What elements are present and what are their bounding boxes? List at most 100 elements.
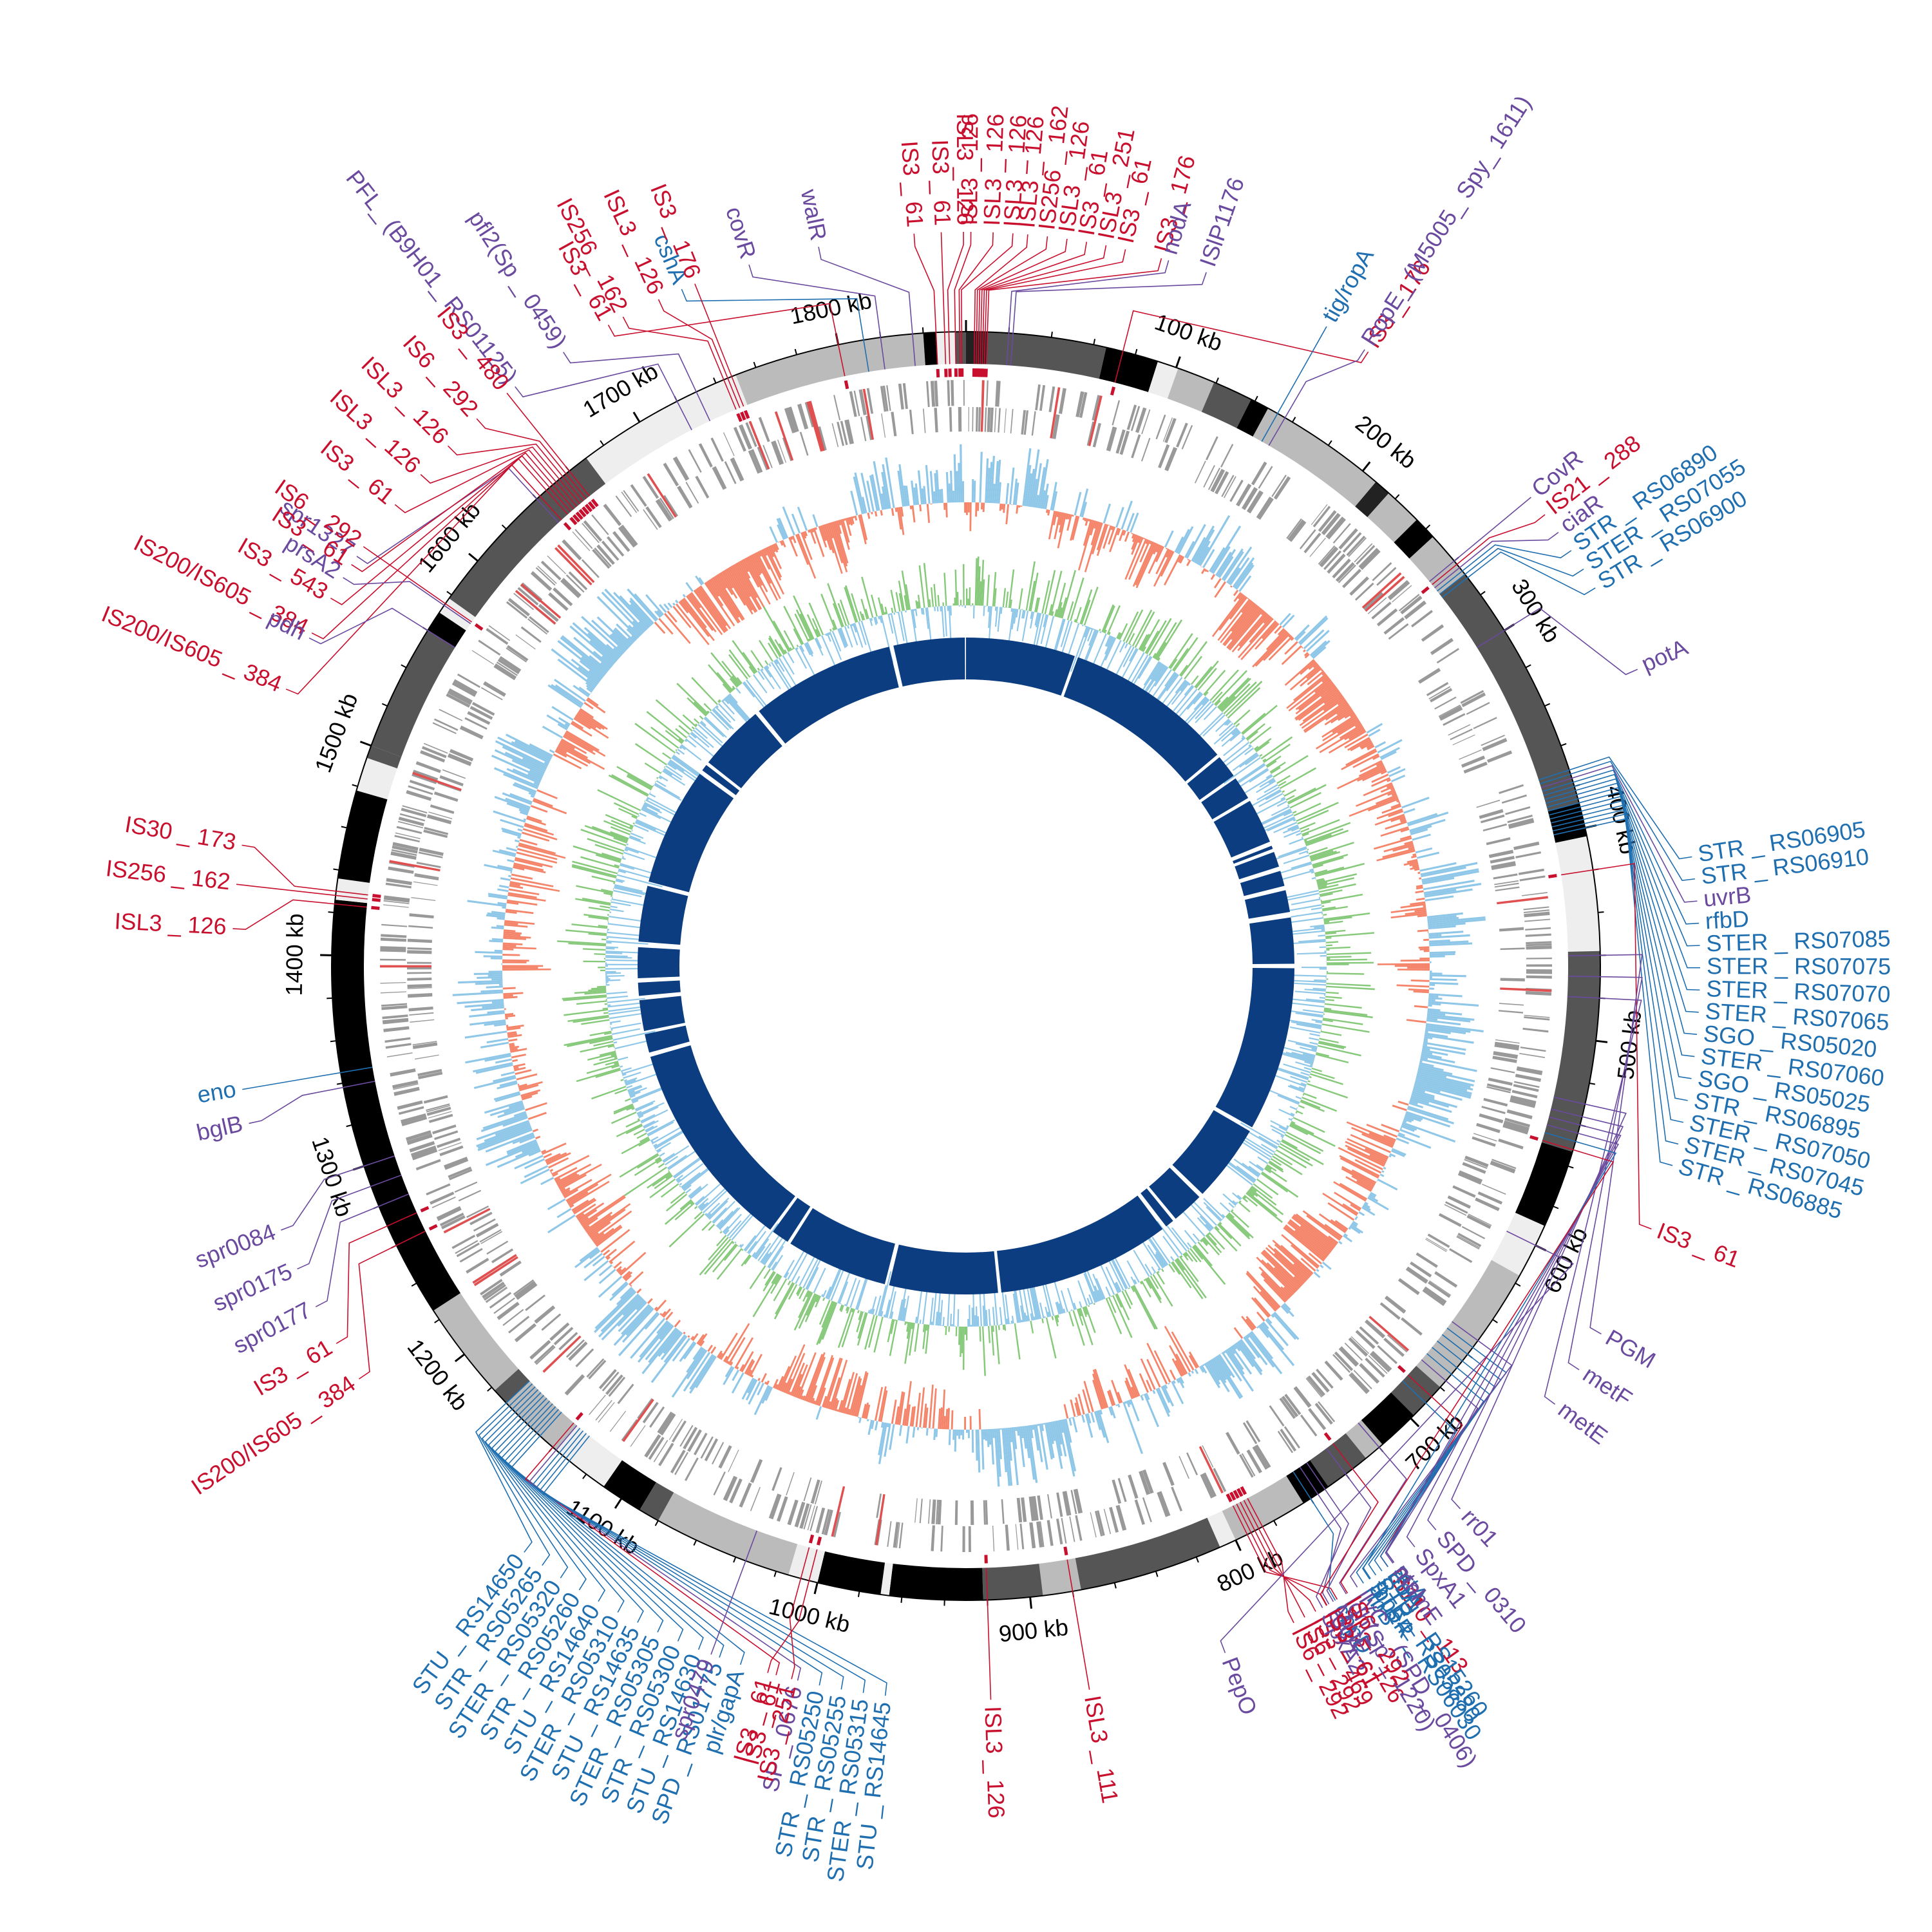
gc-content-bar xyxy=(592,826,629,841)
gc-content-bar xyxy=(1106,639,1122,670)
cds-feature xyxy=(1377,609,1398,627)
gc-content-bar xyxy=(1193,696,1207,710)
cds-feature xyxy=(1284,1394,1301,1416)
gc-skew-bar xyxy=(1007,1427,1012,1461)
cds-feature xyxy=(591,514,609,535)
ideogram-segment xyxy=(986,332,1106,379)
cds-feature xyxy=(1348,537,1367,557)
gc-content-bar xyxy=(675,728,688,739)
gc-content-bar xyxy=(1323,1013,1325,1016)
cds-feature xyxy=(1472,1136,1496,1147)
cds-feature xyxy=(1411,610,1434,628)
cds-feature xyxy=(824,1510,833,1536)
cds-feature xyxy=(1458,1233,1482,1246)
gc-skew-bar xyxy=(891,507,895,516)
cds-feature xyxy=(644,1434,661,1458)
cds-feature xyxy=(444,1157,468,1168)
gc-skew-bar xyxy=(1295,688,1339,721)
gc-skew-bar xyxy=(1419,957,1430,960)
cds-feature xyxy=(466,1205,489,1218)
gc-skew-bar xyxy=(1295,680,1333,710)
gc-skew-bar xyxy=(744,1359,754,1374)
gc-skew-bar xyxy=(1428,995,1439,998)
gc-skew-bar xyxy=(757,1383,764,1396)
cds-feature xyxy=(407,961,432,964)
gc-skew-bar xyxy=(1321,672,1326,676)
label-leader-line xyxy=(242,1066,373,1090)
gc-skew-bar xyxy=(510,1048,527,1053)
gc-skew-bar xyxy=(1414,867,1420,871)
gc-content-bar xyxy=(1256,786,1280,800)
gc-skew-bar xyxy=(1009,1427,1013,1443)
gc-skew-bar xyxy=(1261,1271,1289,1300)
cds-feature xyxy=(1418,668,1441,684)
cds-feature xyxy=(914,1498,918,1523)
cds-feature xyxy=(460,725,484,739)
gc-content-bar xyxy=(1249,726,1272,744)
gc-content-bar xyxy=(1232,1192,1242,1200)
gc-content-bar xyxy=(634,824,649,832)
gc-skew-bar xyxy=(900,506,904,517)
gc-content-bar xyxy=(1236,1195,1242,1200)
gc-content-bar xyxy=(663,1145,690,1163)
gc-skew-bar xyxy=(507,894,546,902)
gc-skew-bar xyxy=(1376,808,1403,820)
gc-skew-bar xyxy=(935,1428,938,1437)
minor-tick xyxy=(1273,1520,1278,1526)
gc-content-bar xyxy=(889,613,891,615)
gc-skew-bar xyxy=(483,955,503,958)
gc-content-bar xyxy=(1316,879,1325,883)
gc-skew-bar xyxy=(1427,916,1459,922)
gc-content-bar xyxy=(966,1326,968,1341)
gc-content-bar xyxy=(1310,850,1337,860)
gc-skew-bar xyxy=(977,1429,981,1473)
cds-feature xyxy=(1258,498,1274,520)
gc-content-bar xyxy=(605,946,619,949)
gc-content-bar xyxy=(925,1324,929,1331)
gc-content-bar xyxy=(705,1213,708,1216)
gc-content-bar xyxy=(783,605,804,645)
gc-content-bar xyxy=(983,605,985,616)
gc-content-bar xyxy=(1008,569,1015,609)
cds-feature xyxy=(1162,1462,1175,1486)
gc-content-bar xyxy=(1215,718,1229,732)
gc-content-bar xyxy=(826,1265,842,1300)
synteny-block xyxy=(1141,1188,1173,1227)
cds-feature xyxy=(1166,447,1178,471)
ideogram-segment xyxy=(1075,1517,1220,1590)
label-leader-line xyxy=(975,236,1048,365)
cds-feature xyxy=(623,489,639,512)
gc-content-bar xyxy=(1233,1159,1260,1178)
gc-content-bar xyxy=(752,1251,756,1257)
cds-feature xyxy=(603,504,622,526)
cds-feature xyxy=(1522,1027,1549,1033)
gc-skew-bar xyxy=(843,518,846,521)
gc-content-bar xyxy=(567,1014,609,1023)
label-leader-line xyxy=(476,418,587,499)
major-tick xyxy=(359,741,372,747)
gc-content-bar xyxy=(1130,1286,1135,1293)
cds-feature xyxy=(1363,592,1384,611)
gc-content-bar xyxy=(600,905,611,909)
gc-skew-bar xyxy=(718,1352,723,1359)
gc-content-bar xyxy=(1266,760,1277,768)
gc-skew-bar xyxy=(1110,526,1114,531)
cds-feature xyxy=(466,1258,489,1274)
gc-skew-bar xyxy=(504,929,516,933)
gc-content-bar xyxy=(896,612,898,614)
gc-skew-bar xyxy=(1092,1369,1107,1408)
cds-feature xyxy=(529,1340,551,1360)
gc-skew-bar xyxy=(1363,782,1393,797)
gc-skew-bar xyxy=(1369,1154,1387,1164)
gc-content-bar xyxy=(639,1136,649,1143)
gc-skew-bar xyxy=(852,1385,862,1416)
gc-skew-bar xyxy=(874,511,878,517)
gc-content-bar xyxy=(880,603,885,615)
gc-content-bar xyxy=(609,1012,643,1019)
gc-skew-bar xyxy=(504,752,546,772)
gc-skew-bar xyxy=(636,1288,642,1294)
gc-content-bar xyxy=(607,1004,611,1007)
feature-label: eno xyxy=(195,1075,238,1108)
gc-content-bar xyxy=(1287,824,1298,831)
gc-skew-bar xyxy=(518,808,529,814)
